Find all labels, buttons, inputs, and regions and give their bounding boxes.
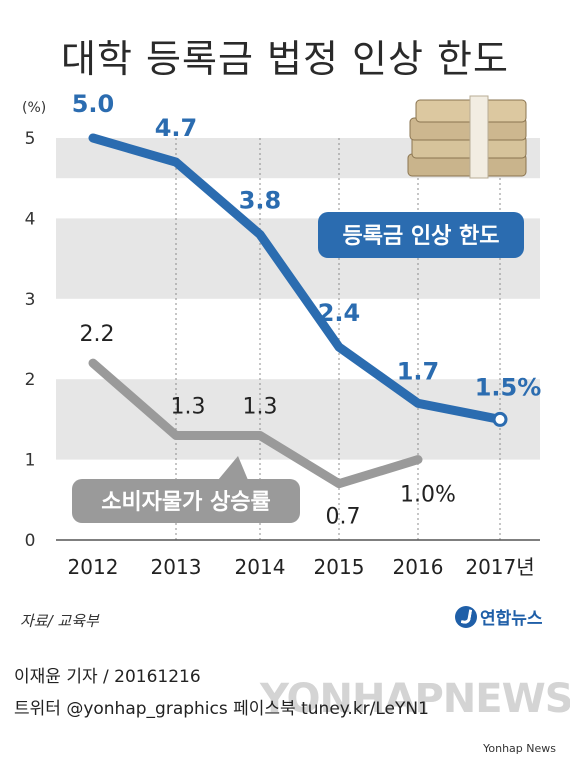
chart-title: 대학 등록금 법정 인상 한도: [61, 37, 509, 81]
y-tick-label: 4: [25, 209, 36, 229]
y-tick-label: 2: [25, 370, 36, 390]
data-label-cpi: 1.0%: [400, 483, 456, 508]
y-tick-label: 0: [25, 531, 36, 551]
legend-cpi: 소비자물가 상승률: [72, 456, 300, 523]
watermark: YONHAPNEWS: [260, 676, 570, 722]
y-tick-label: 1: [25, 451, 36, 471]
series-name-label: 소비자물가 상승률: [101, 490, 271, 515]
image-credit: Yonhap News: [483, 742, 556, 755]
money-stack-icon: [407, 95, 527, 179]
x-tick-label: 2016: [393, 555, 444, 579]
data-label-tuition-cap: 5.0: [72, 90, 115, 118]
x-tick-label: 2013: [151, 555, 202, 579]
brand-logo: 연합뉴스: [455, 604, 543, 629]
reporter-credit: 이재윤 기자 / 20161216: [14, 667, 201, 687]
series-end-marker: [492, 411, 508, 427]
data-label-tuition-cap: 2.4: [318, 299, 361, 327]
data-label-tuition-cap: 4.7: [155, 114, 198, 142]
data-label-tuition-cap: 1.5%: [475, 373, 542, 401]
x-tick-label: 2017년: [465, 555, 534, 579]
callout-pointer: [218, 456, 248, 480]
callout-box: [72, 479, 300, 523]
data-label-tuition-cap: 1.7: [397, 357, 440, 385]
unit-label: (%): [22, 100, 46, 116]
data-label-cpi: 1.3: [243, 394, 278, 419]
y-tick-label: 5: [25, 129, 36, 149]
data-label-cpi: 2.2: [80, 322, 115, 347]
infographic-frame: 대학 등록금 법정 인상 한도 (%) 0 1 2 3 4 5 2012 2013 2014 201…: [0, 0, 570, 655]
legend-tuition-cap: 등록금 인상 한도: [318, 212, 524, 258]
yonhap-logo-icon: [455, 605, 477, 628]
grid-band: [56, 379, 540, 460]
x-tick-label: 2014: [235, 555, 286, 579]
data-label-cpi: 0.7: [326, 505, 361, 530]
y-tick-label: 3: [25, 290, 36, 310]
source-label: 자료/ 교육부: [20, 612, 99, 630]
series-line-tuition-cap: [88, 133, 505, 424]
social-credit: 트위터 @yonhap_graphics 페이스북 tuney.kr/LeYN1: [14, 699, 429, 719]
line-chart: (%) 0 1 2 3 4 5 2012 2013 2014 2015 2016 2017년 등록금 인…: [22, 90, 542, 579]
x-tick-label: 2015: [314, 555, 365, 579]
series-line-cpi: [88, 358, 423, 489]
data-label-cpi: 1.3: [171, 394, 206, 419]
brand-name: 연합뉴스: [480, 609, 543, 629]
series-name-label: 등록금 인상 한도: [343, 224, 500, 249]
callout-box: [318, 212, 524, 258]
x-tick-label: 2012: [68, 555, 119, 579]
data-label-tuition-cap: 3.8: [239, 186, 282, 214]
